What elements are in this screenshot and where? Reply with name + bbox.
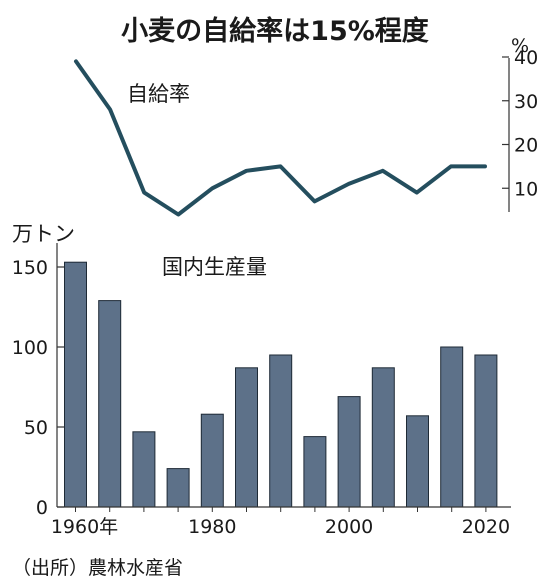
bar-2020 (474, 354, 498, 508)
line-chart-y-tick-label: 10 (514, 178, 538, 200)
bar-2010 (406, 415, 429, 508)
self-sufficiency-line (74, 59, 487, 217)
line-series-label: 自給率 (127, 82, 190, 106)
bar-chart-y-tick-label: 50 (24, 417, 48, 439)
bar-chart-x-tick-label: 2020 (462, 516, 510, 538)
production-bar-chart: 万トン 0 50 100 150 1960年 1980 2000 2020 国内生産量 (12, 222, 511, 538)
bar-1970 (132, 431, 156, 508)
bar-1980 (200, 413, 224, 508)
bar-2005 (371, 367, 395, 508)
bar-1960 (64, 261, 87, 508)
line-chart-y-tick-label: 20 (514, 135, 538, 157)
bar-1995 (303, 436, 327, 508)
chart-title: 小麦の自給率は15%程度 (121, 15, 429, 47)
line-chart-y-unit: % (511, 35, 529, 57)
bar-1965 (98, 300, 122, 508)
bar-1985 (235, 367, 258, 508)
bar-chart-y-tick-label: 100 (12, 337, 48, 359)
bar-chart-y-tick-label: 150 (12, 257, 48, 279)
bar-chart-y-unit: 万トン (12, 222, 75, 246)
source-note: （出所）農林水産省 (12, 557, 183, 579)
self-sufficiency-line-chart: % 10 20 30 40 自給率 (74, 35, 538, 217)
line-chart-y-tick-label: 40 (514, 47, 538, 69)
bar-1990 (269, 354, 293, 508)
bar-chart-y-tick-label: 0 (36, 497, 48, 519)
line-chart-y-tick-label: 30 (514, 91, 538, 113)
bar-chart-x-tick-label: 2000 (325, 516, 373, 538)
bar-2000 (337, 396, 361, 508)
bar-1975 (166, 468, 190, 508)
bar-2015 (440, 346, 464, 508)
bar-chart-x-tick-label: 1960年 (51, 516, 118, 538)
bar-chart-x-tick-label: 1980 (188, 516, 236, 538)
bar-series-label: 国内生産量 (162, 255, 267, 279)
